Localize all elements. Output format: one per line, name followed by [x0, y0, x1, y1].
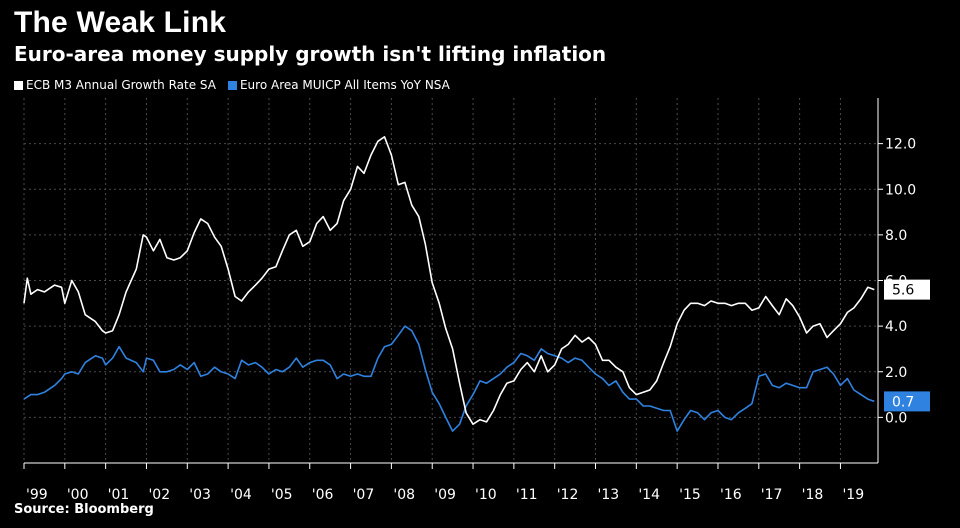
x-tick-label: '11 [516, 487, 538, 503]
y-tick-label: 0.0 [885, 410, 907, 426]
x-tick-label: '05 [271, 487, 293, 503]
y-tick-label: 4.0 [885, 319, 907, 335]
legend-label-cpi: Euro Area MUICP All Items YoY NSA [239, 78, 450, 92]
legend-swatch-m3 [14, 80, 23, 90]
x-tick-label: '16 [720, 487, 742, 503]
x-tick-label: '13 [598, 487, 620, 503]
x-tick-label: '10 [475, 487, 497, 503]
y-tick-label: 10.0 [885, 182, 916, 198]
x-tick-label: '15 [679, 487, 701, 503]
x-tick-label: '07 [353, 487, 375, 503]
legend-swatch-cpi [227, 80, 237, 90]
x-tick-label: '06 [312, 487, 334, 503]
x-tick-label: '99 [26, 487, 48, 503]
legend-item-cpi: Euro Area MUICP All Items YoY NSA [227, 78, 450, 92]
last-value-label-m3: 5.6 [892, 283, 914, 299]
x-tick-label: '02 [148, 487, 170, 503]
chart-subtitle: Euro-area money supply growth isn't lift… [14, 42, 607, 66]
x-tick-label: '09 [434, 487, 456, 503]
x-tick-label: '17 [761, 487, 783, 503]
y-tick-label: 12.0 [885, 137, 916, 153]
series-line-m3 [23, 136, 875, 425]
x-tick-label: '00 [67, 487, 89, 503]
source-note: Source: Bloomberg [14, 502, 154, 517]
x-tick-label: '18 [802, 487, 824, 503]
legend-label-m3: ECB M3 Annual Growth Rate SA [26, 78, 216, 92]
x-tick-label: '01 [108, 487, 130, 503]
y-tick-label: 8.0 [885, 228, 907, 244]
series-line-cpi [23, 325, 875, 432]
x-tick-label: '03 [189, 487, 211, 503]
last-value-tag-m3 [884, 279, 930, 300]
last-value-tag-cpi [884, 391, 930, 412]
legend-item-m3: ECB M3 Annual Growth Rate SA [14, 78, 216, 92]
y-tick-label: 2.0 [885, 365, 907, 381]
chart-title: The Weak Link [14, 6, 227, 39]
x-tick-label: '19 [842, 487, 864, 503]
legend: ECB M3 Annual Growth Rate SA Euro Area M… [14, 78, 450, 92]
x-tick-label: '08 [393, 487, 415, 503]
x-tick-label: '14 [638, 487, 660, 503]
x-tick-label: '04 [230, 487, 252, 503]
last-value-label-cpi: 0.7 [892, 394, 914, 410]
x-tick-label: '12 [557, 487, 579, 503]
